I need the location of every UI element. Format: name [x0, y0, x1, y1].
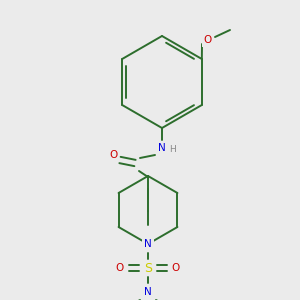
Text: S: S: [144, 262, 152, 275]
Text: N: N: [158, 143, 166, 153]
Text: O: O: [109, 150, 117, 160]
Text: O: O: [116, 263, 124, 273]
Text: O: O: [172, 263, 180, 273]
Text: N: N: [144, 239, 152, 249]
Text: H: H: [169, 145, 176, 154]
Text: N: N: [144, 287, 152, 297]
Text: O: O: [204, 35, 212, 45]
